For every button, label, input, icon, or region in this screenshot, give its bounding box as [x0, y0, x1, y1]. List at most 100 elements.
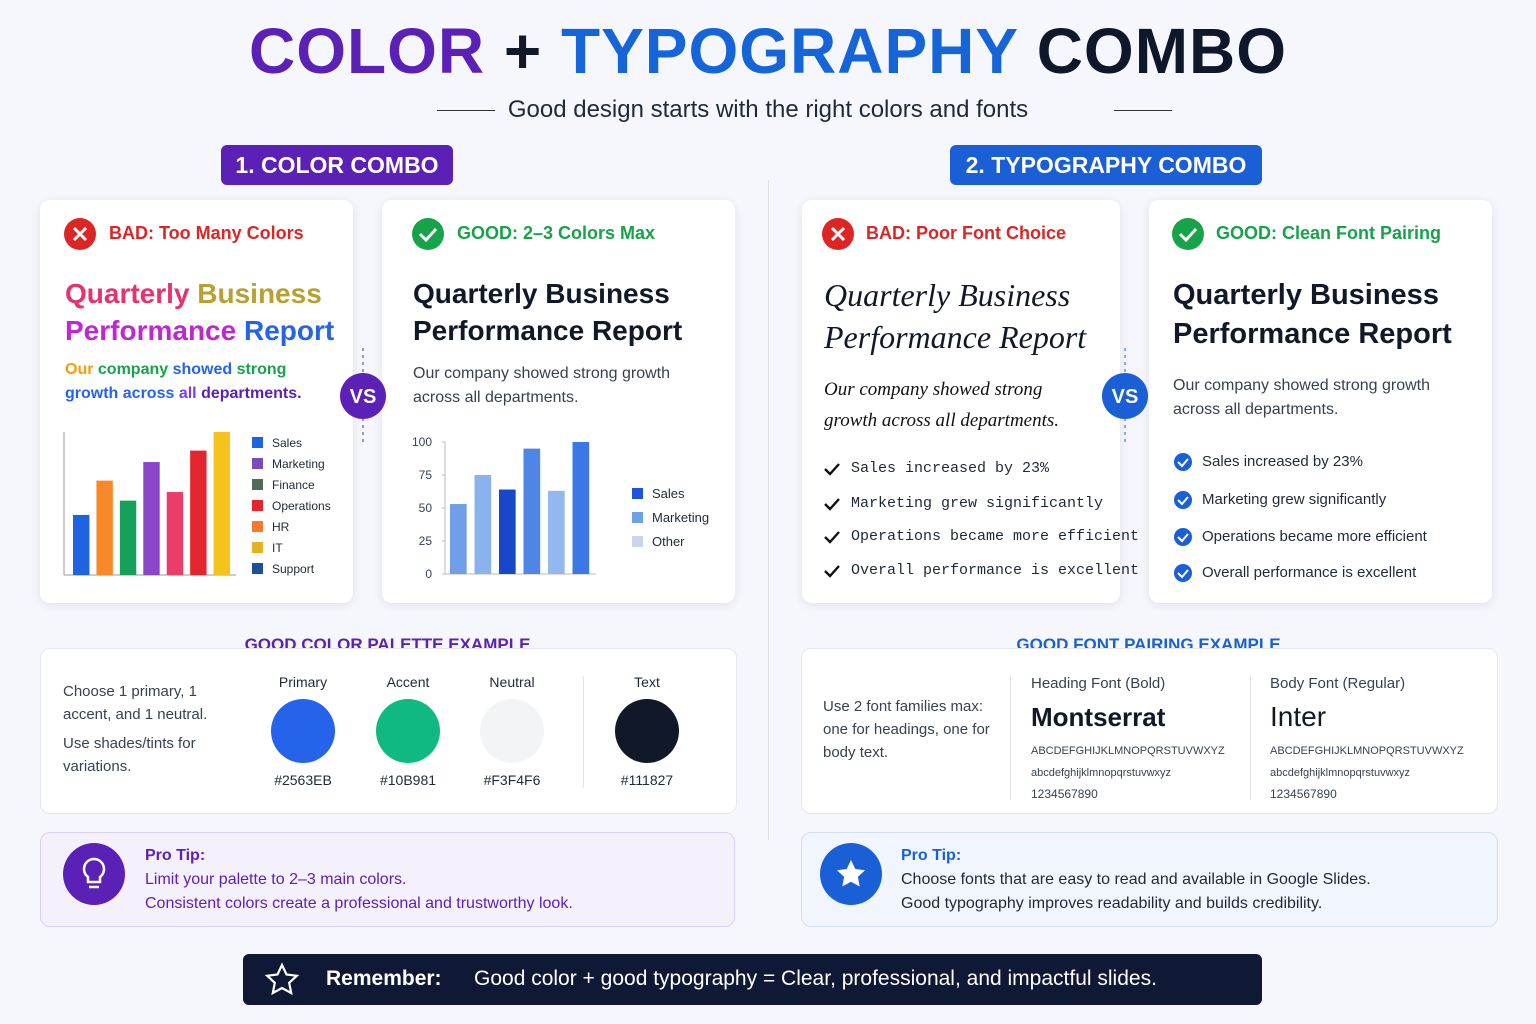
- bar: [213, 432, 230, 575]
- font-sample: 1234567890: [1031, 787, 1098, 801]
- legend-swatch: [252, 563, 263, 574]
- check: [1174, 453, 1192, 582]
- tip-text: Good typography improves readability and…: [901, 895, 1323, 912]
- y-tick-label: 25: [419, 534, 433, 548]
- bar: [572, 442, 590, 574]
- icon: [1172, 218, 1204, 250]
- swatch-hex: #F3F4F6: [484, 772, 541, 788]
- y-tick-label: 100: [412, 435, 432, 449]
- rule: [1114, 110, 1172, 111]
- y-tick-label: 75: [419, 468, 433, 482]
- legend-swatch: [252, 500, 263, 511]
- tip-icon: [63, 843, 125, 905]
- list-item: Marketing grew significantly: [851, 495, 1104, 512]
- section-badge: 1. COLOR COMBO: [221, 145, 453, 185]
- bar: [450, 504, 467, 574]
- star-icon: [264, 962, 300, 996]
- tip-box: [40, 832, 735, 927]
- swatch-name: Text: [634, 674, 660, 690]
- remember-text: Good color + good typography = Clear, pr…: [474, 967, 1157, 990]
- icon: [64, 218, 96, 250]
- body-word: strong: [236, 361, 287, 378]
- heading-word: Performance: [65, 315, 237, 346]
- legend-label: Sales: [652, 486, 685, 501]
- legend-swatch: [632, 536, 643, 547]
- y-tick-label: 50: [419, 501, 433, 515]
- body-word: across: [122, 385, 175, 402]
- heading-word: Business: [197, 278, 322, 309]
- swatch: [615, 699, 679, 763]
- bar: [143, 462, 160, 575]
- font-role: Heading Font (Bold): [1031, 675, 1166, 692]
- font-sample: abcdefghijklmnopqrstuvwxyz: [1270, 767, 1411, 779]
- y-tick-label: 0: [425, 567, 432, 581]
- swatch-name: Accent: [387, 674, 430, 690]
- note: Use shades/tints for variations.: [63, 735, 196, 775]
- subtitle: Good design starts with the right colors…: [507, 96, 1029, 123]
- tip-label: Pro Tip:: [901, 847, 962, 864]
- note: Choose 1 primary, 1 accent, and 1 neutra…: [63, 683, 208, 723]
- heading: Quarterly Business Performance Report: [1173, 279, 1452, 350]
- legend-label: Other: [652, 534, 685, 549]
- tip-text: Consistent colors create a professional …: [145, 895, 573, 912]
- font-sample: 1234567890: [1270, 787, 1337, 801]
- divider: [1010, 676, 1011, 800]
- legend-swatch: [252, 437, 263, 448]
- font-sample: ABCDEFGHIJKLMNOPQRSTUVWXYZ: [1270, 745, 1464, 757]
- swatch: [480, 699, 544, 763]
- legend-label: Sales: [272, 436, 302, 450]
- bar: [119, 500, 137, 575]
- body-word: showed: [172, 361, 233, 378]
- tip-text: Limit your palette to 2–3 main colors.: [145, 871, 407, 888]
- swatch-hex: #111827: [621, 772, 674, 788]
- icon: [822, 218, 854, 250]
- heading-word: Quarterly: [65, 278, 190, 309]
- bar: [523, 448, 541, 574]
- tip-label: Pro Tip:: [145, 847, 206, 864]
- swatch-name: Primary: [279, 674, 327, 690]
- divider: [1250, 676, 1251, 800]
- body-word: company: [97, 361, 169, 378]
- body-word: Our: [65, 361, 94, 378]
- tip-text: Choose fonts that are easy to read and a…: [901, 871, 1371, 888]
- verdict: GOOD: Clean Font Pairing: [1216, 223, 1442, 243]
- tip-box: [801, 832, 1498, 927]
- bar: [474, 475, 492, 574]
- legend-swatch: [252, 458, 263, 469]
- font-name: Montserrat: [1031, 702, 1166, 732]
- list-item: Sales increased by 23%: [1202, 453, 1363, 470]
- section-badge: 2. TYPOGRAPHY COMBO: [950, 145, 1262, 185]
- bar: [499, 489, 516, 574]
- list-item: Overall performance is excellent: [851, 562, 1140, 579]
- card: [802, 200, 1120, 603]
- body-text: Our company showed strong growth across …: [65, 358, 315, 406]
- vs-text: VS: [350, 386, 377, 408]
- vs-text: VS: [1112, 386, 1139, 408]
- tip-icon: [820, 843, 882, 905]
- font-sample: abcdefghijklmnopqrstuvwxyz: [1031, 767, 1172, 779]
- list-item: Overall performance is excellent: [1202, 564, 1417, 581]
- bar: [548, 490, 565, 574]
- vs-circle: [1102, 373, 1148, 419]
- note: Use 2 font families max: one for heading…: [823, 698, 990, 761]
- legend-label: Marketing: [272, 457, 325, 471]
- rule: [437, 110, 495, 111]
- body-text: Our company showed strong growth across …: [824, 379, 1060, 431]
- bar: [166, 492, 184, 575]
- legend-label: Marketing: [652, 510, 709, 525]
- pairing-box: [801, 648, 1498, 814]
- title-part: COLOR: [248, 15, 486, 87]
- font-sample: ABCDEFGHIJKLMNOPQRSTUVWXYZ: [1031, 745, 1225, 757]
- legend-label: Finance: [272, 478, 315, 492]
- legend-swatch: [252, 479, 263, 490]
- heading: Quarterly Business Performance Report: [413, 278, 683, 346]
- verdict: BAD: Too Many Colors: [109, 223, 304, 243]
- swatch: [376, 699, 440, 763]
- legend-swatch: [252, 542, 263, 553]
- legend-label: Support: [272, 562, 315, 576]
- remember-label: Remember:: [326, 967, 442, 990]
- icon: [412, 218, 444, 250]
- font-name: Inter: [1270, 701, 1327, 732]
- legend-swatch: [252, 521, 263, 532]
